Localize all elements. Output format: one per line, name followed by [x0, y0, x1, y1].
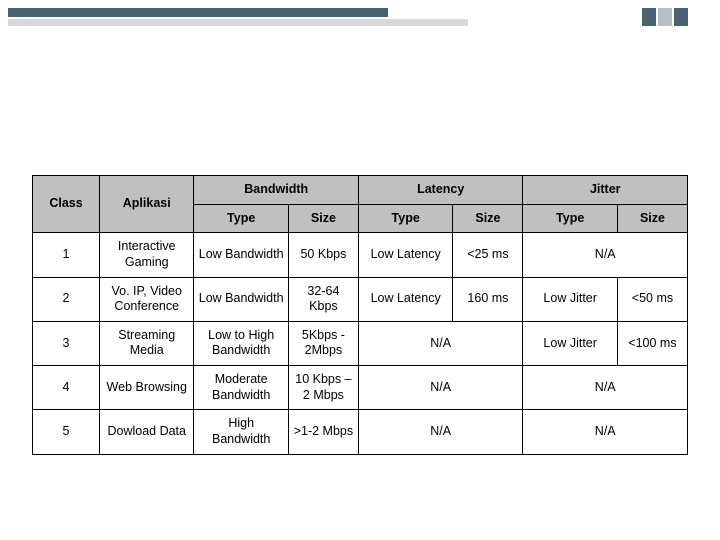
cell-jit-merged: N/A	[523, 233, 688, 277]
header-row-1: Class Aplikasi Bandwidth Latency Jitter	[33, 176, 688, 205]
cell-aplikasi: Dowload Data	[100, 410, 194, 454]
table-row: 3 Streaming Media Low to High Bandwidth …	[33, 321, 688, 365]
deco-rect-2	[658, 8, 672, 26]
cell-bw-type: Low Bandwidth	[194, 277, 288, 321]
cell-class: 1	[33, 233, 100, 277]
table-row: 2 Vo. IP, Video Conference Low Bandwidth…	[33, 277, 688, 321]
cell-jit-size: <100 ms	[617, 321, 687, 365]
col-class: Class	[33, 176, 100, 233]
col-bandwidth: Bandwidth	[194, 176, 359, 205]
deco-bar-light	[8, 19, 468, 26]
slide-decoration	[0, 8, 720, 32]
cell-lat-type: Low Latency	[358, 277, 452, 321]
deco-bar-dark	[8, 8, 388, 17]
cell-class: 3	[33, 321, 100, 365]
cell-lat-type: Low Latency	[358, 233, 452, 277]
cell-bw-size: 5Kbps - 2Mbps	[288, 321, 358, 365]
col-bw-type: Type	[194, 204, 288, 233]
cell-class: 5	[33, 410, 100, 454]
deco-rect-3	[642, 8, 656, 26]
col-lat-type: Type	[358, 204, 452, 233]
qos-table-body: 1 Interactive Gaming Low Bandwidth 50 Kb…	[33, 233, 688, 454]
cell-jit-type: Low Jitter	[523, 321, 617, 365]
cell-aplikasi: Web Browsing	[100, 366, 194, 410]
cell-lat-merged: N/A	[358, 321, 523, 365]
cell-jit-type: Low Jitter	[523, 277, 617, 321]
col-latency: Latency	[358, 176, 523, 205]
cell-class: 2	[33, 277, 100, 321]
cell-aplikasi: Streaming Media	[100, 321, 194, 365]
cell-lat-merged: N/A	[358, 366, 523, 410]
qos-requirements-table: Class Aplikasi Bandwidth Latency Jitter …	[32, 175, 688, 455]
table-row: 5 Dowload Data High Bandwidth >1-2 Mbps …	[33, 410, 688, 454]
cell-bw-size: >1-2 Mbps	[288, 410, 358, 454]
cell-jit-size: <50 ms	[617, 277, 687, 321]
col-jit-type: Type	[523, 204, 617, 233]
cell-lat-size: <25 ms	[453, 233, 523, 277]
table-row: 4 Web Browsing Moderate Bandwidth 10 Kbp…	[33, 366, 688, 410]
cell-jit-merged: N/A	[523, 410, 688, 454]
qos-table: Class Aplikasi Bandwidth Latency Jitter …	[32, 175, 688, 455]
cell-aplikasi: Vo. IP, Video Conference	[100, 277, 194, 321]
cell-bw-type: Moderate Bandwidth	[194, 366, 288, 410]
cell-bw-size: 10 Kbps – 2 Mbps	[288, 366, 358, 410]
col-jitter: Jitter	[523, 176, 688, 205]
cell-bw-type: High Bandwidth	[194, 410, 288, 454]
table-row: 1 Interactive Gaming Low Bandwidth 50 Kb…	[33, 233, 688, 277]
cell-lat-size: 160 ms	[453, 277, 523, 321]
cell-aplikasi: Interactive Gaming	[100, 233, 194, 277]
cell-bw-size: 50 Kbps	[288, 233, 358, 277]
deco-rect-1	[674, 8, 688, 26]
col-aplikasi: Aplikasi	[100, 176, 194, 233]
cell-class: 4	[33, 366, 100, 410]
cell-bw-size: 32-64 Kbps	[288, 277, 358, 321]
cell-bw-type: Low Bandwidth	[194, 233, 288, 277]
cell-lat-merged: N/A	[358, 410, 523, 454]
col-jit-size: Size	[617, 204, 687, 233]
col-bw-size: Size	[288, 204, 358, 233]
cell-jit-merged: N/A	[523, 366, 688, 410]
cell-bw-type: Low to High Bandwidth	[194, 321, 288, 365]
col-lat-size: Size	[453, 204, 523, 233]
